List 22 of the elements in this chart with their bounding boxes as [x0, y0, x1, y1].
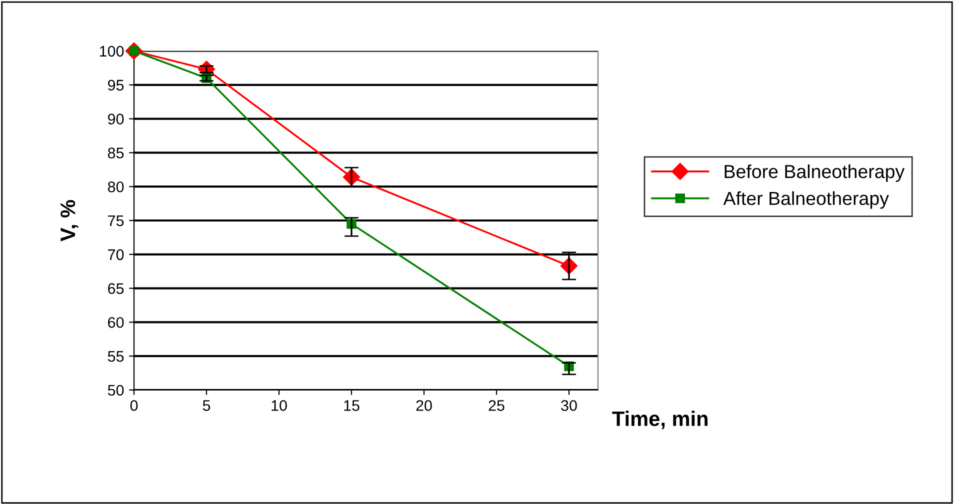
y-tick-label: 60	[108, 317, 124, 328]
x-tick-label: 10	[272, 400, 287, 411]
x-tick-label: 25	[488, 400, 504, 411]
y-tick-label: 65	[108, 283, 124, 294]
x-tick-label: 5	[202, 400, 210, 411]
y-tick-label: 75	[108, 216, 124, 226]
x-tick-label: 0	[130, 400, 138, 411]
x-axis-title: Time, min	[612, 410, 708, 430]
y-axis-title: V, %	[60, 200, 78, 242]
y-tick-label: 70	[108, 249, 124, 260]
y-tick-label: 55	[108, 351, 124, 362]
y-tick-label: 90	[108, 114, 124, 124]
x-tick-label: 15	[344, 400, 360, 411]
legend-label: Before Balneotherapy	[724, 164, 905, 182]
y-tick-label: 50	[108, 384, 124, 396]
y-tick-label: 80	[108, 181, 124, 192]
x-tick-label: 20	[416, 400, 432, 411]
legend-label: After Balneotherapy	[723, 191, 889, 209]
y-tick-label: 85	[108, 148, 124, 158]
y-tick-label: 95	[108, 80, 124, 91]
x-tick-label: 30	[561, 400, 577, 411]
y-tick-label: 100	[100, 46, 124, 57]
